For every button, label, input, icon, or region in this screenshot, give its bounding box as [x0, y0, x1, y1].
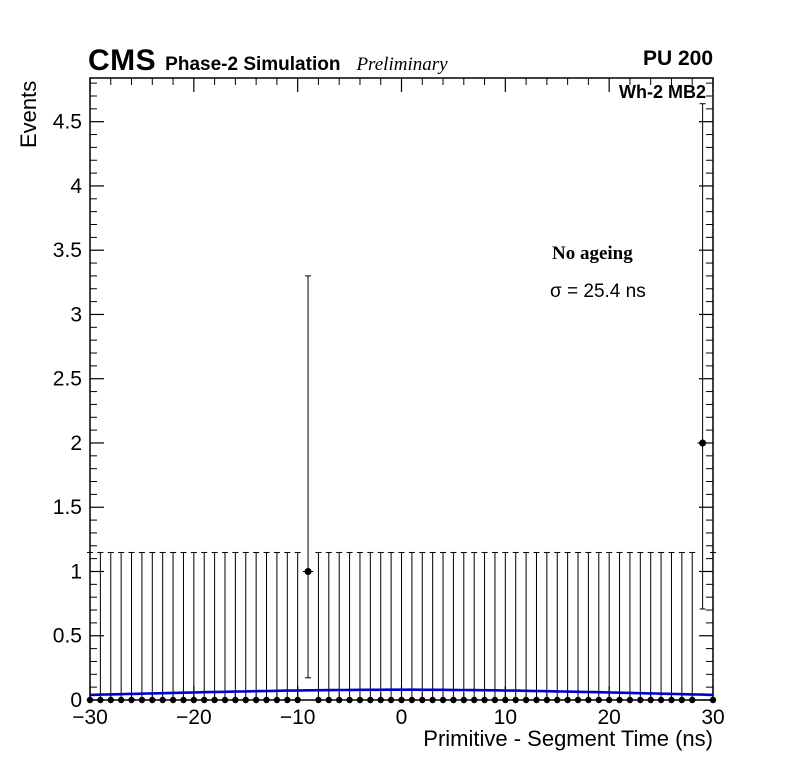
simulation-label: Phase-2 Simulation: [165, 54, 341, 75]
svg-text:0.5: 0.5: [53, 625, 82, 648]
preliminary-label: Preliminary: [356, 54, 448, 75]
svg-text:3: 3: [70, 303, 82, 326]
y-axis-title: Events: [16, 80, 41, 148]
chamber-label: Wh-2 MB2: [619, 82, 706, 102]
svg-text:3.5: 3.5: [53, 239, 82, 262]
experiment-label: CMS: [88, 44, 157, 77]
x-axis-title: Primitive - Segment Time (ns): [423, 726, 713, 751]
svg-text:20: 20: [597, 706, 620, 729]
annotation-title: No ageing: [552, 243, 633, 264]
svg-text:0: 0: [396, 706, 408, 729]
svg-text:4: 4: [70, 175, 82, 198]
svg-text:10: 10: [494, 706, 517, 729]
svg-text:30: 30: [701, 706, 724, 729]
svg-text:−10: −10: [280, 706, 316, 729]
plot-header: CMS Phase-2 Simulation Preliminary: [88, 44, 448, 78]
pileup-label: PU 200: [642, 47, 713, 70]
svg-text:0: 0: [70, 689, 82, 712]
svg-text:4.5: 4.5: [53, 111, 82, 134]
svg-text:2.5: 2.5: [53, 368, 82, 391]
svg-text:−20: −20: [176, 706, 212, 729]
svg-text:1.5: 1.5: [53, 496, 82, 519]
svg-text:−30: −30: [72, 706, 108, 729]
annotation-sigma: σ = 25.4 ns: [550, 281, 646, 302]
svg-text:2: 2: [70, 432, 82, 455]
svg-text:1: 1: [70, 560, 82, 583]
